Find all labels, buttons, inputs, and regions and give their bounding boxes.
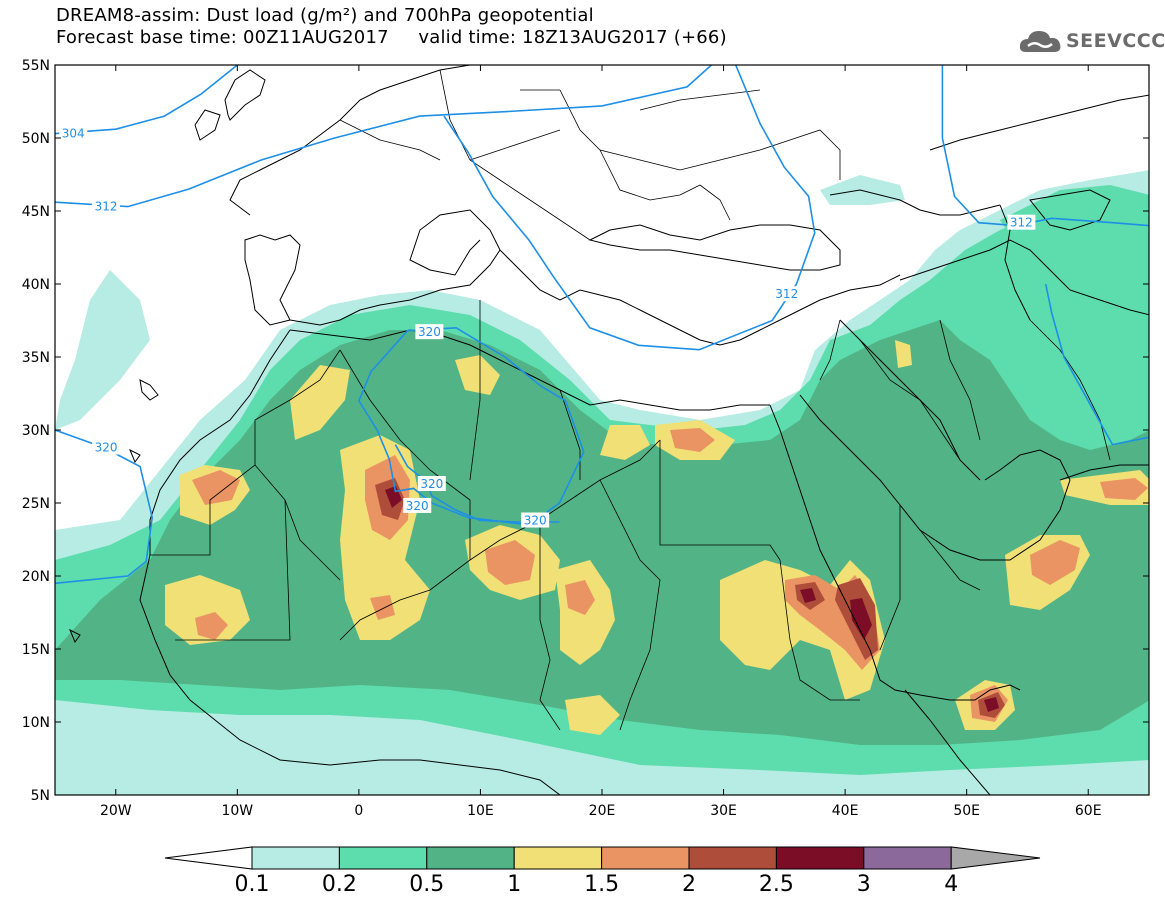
latitude-axis: 55N 50N 45N 40N 35N 30N 25N 20N 15N 10N 5N xyxy=(22,58,1149,804)
colorbar-under-arrow xyxy=(164,846,253,870)
contour-label-background xyxy=(59,125,88,141)
colorbar-label: 0.1 xyxy=(235,872,270,897)
colorbar-swatch xyxy=(251,846,340,870)
contour-label: 312 xyxy=(95,200,118,214)
longitude-axis: 20W 10W 0 10E 20E 30E 40E 50E 60E xyxy=(100,65,1102,819)
contour-label-background xyxy=(1007,214,1036,230)
lon-tick-label: 0 xyxy=(354,803,363,819)
contour-line-312 xyxy=(443,65,816,351)
colorbar-swatch xyxy=(338,846,428,870)
lat-tick-label: 10N xyxy=(22,715,50,731)
contour-label-background xyxy=(92,439,121,455)
lon-tick-label: 40E xyxy=(832,803,859,819)
colorbar-swatch xyxy=(601,846,690,870)
contour-label: 320 xyxy=(95,441,118,455)
lat-tick-label: 5N xyxy=(31,788,50,804)
lat-tick-label: 15N xyxy=(22,642,50,658)
lon-tick-label: 30E xyxy=(710,803,737,819)
lat-tick-label: 55N xyxy=(22,58,50,74)
contour-line-320 xyxy=(394,444,560,523)
colorbar-label: 0.2 xyxy=(322,872,357,897)
contour-label-background xyxy=(521,512,550,528)
map-subtitle-times: Forecast base time: 00Z11AUG2017 valid t… xyxy=(56,27,727,48)
country-borders xyxy=(150,69,1111,731)
colorbar-swatch xyxy=(688,846,777,870)
lat-tick-label: 45N xyxy=(22,204,50,220)
contour-label-background xyxy=(415,324,444,340)
lat-tick-label: 35N xyxy=(22,350,50,366)
colorbar-label: 1 xyxy=(507,872,521,897)
contour-label: 320 xyxy=(524,514,547,528)
lon-tick-label: 10E xyxy=(467,803,494,819)
colorbar-swatch xyxy=(513,846,603,870)
colorbar-swatch xyxy=(775,846,865,870)
cloud-icon xyxy=(1019,31,1061,52)
contour-label: 312 xyxy=(1010,216,1033,230)
contour-label: 304 xyxy=(62,127,85,141)
geopotential-contours: 304 312 312 312 320 320 320 320 320 xyxy=(55,65,1149,585)
contour-label-background xyxy=(772,286,801,302)
logo-text: SEEVCCC xyxy=(1066,30,1165,52)
lat-tick-label: 30N xyxy=(22,423,50,439)
contour-line-312 xyxy=(55,65,712,208)
lon-tick-label: 20E xyxy=(589,803,616,819)
contour-label-background xyxy=(403,497,432,513)
colorbar: 0.1 0.2 0.5 1 1.5 2 2.5 3 4 xyxy=(164,846,1041,897)
contour-label: 312 xyxy=(775,287,798,301)
colorbar-over-arrow xyxy=(950,846,1041,870)
dust-field xyxy=(55,170,1149,795)
lon-tick-label: 60E xyxy=(1075,803,1102,819)
contour-line-304 xyxy=(55,65,238,135)
lat-tick-label: 25N xyxy=(22,496,50,512)
coastlines xyxy=(69,65,1149,795)
lat-tick-label: 40N xyxy=(22,277,50,293)
lat-tick-label: 20N xyxy=(22,569,50,585)
lat-tick-label: 50N xyxy=(22,131,50,147)
contour-label: 320 xyxy=(420,477,443,491)
contour-line-320 xyxy=(1044,283,1149,446)
colorbar-label: 2 xyxy=(682,872,696,897)
contour-label-background xyxy=(417,476,446,492)
colorbar-label: 1.5 xyxy=(584,872,619,897)
colorbar-label: 0.5 xyxy=(409,872,444,897)
map-title: DREAM8-assim: Dust load (g/m²) and 700hP… xyxy=(56,5,594,26)
colorbar-label: 2.5 xyxy=(759,872,794,897)
contour-line-312 xyxy=(941,65,1149,227)
lon-tick-label: 10W xyxy=(221,803,253,819)
colorbar-label: 3 xyxy=(857,872,871,897)
contour-label-background xyxy=(92,198,121,214)
colorbar-swatch xyxy=(863,846,952,870)
seevccc-logo: SEEVCCC xyxy=(1018,24,1165,58)
colorbar-swatch xyxy=(426,846,515,870)
contour-label: 320 xyxy=(406,499,429,513)
map-plot-area: 304 312 312 312 320 320 320 320 320 xyxy=(55,65,1149,795)
lon-tick-label: 20W xyxy=(100,803,132,819)
lon-tick-label: 50E xyxy=(953,803,980,819)
colorbar-label: 4 xyxy=(944,872,958,897)
contour-label: 320 xyxy=(418,325,441,339)
